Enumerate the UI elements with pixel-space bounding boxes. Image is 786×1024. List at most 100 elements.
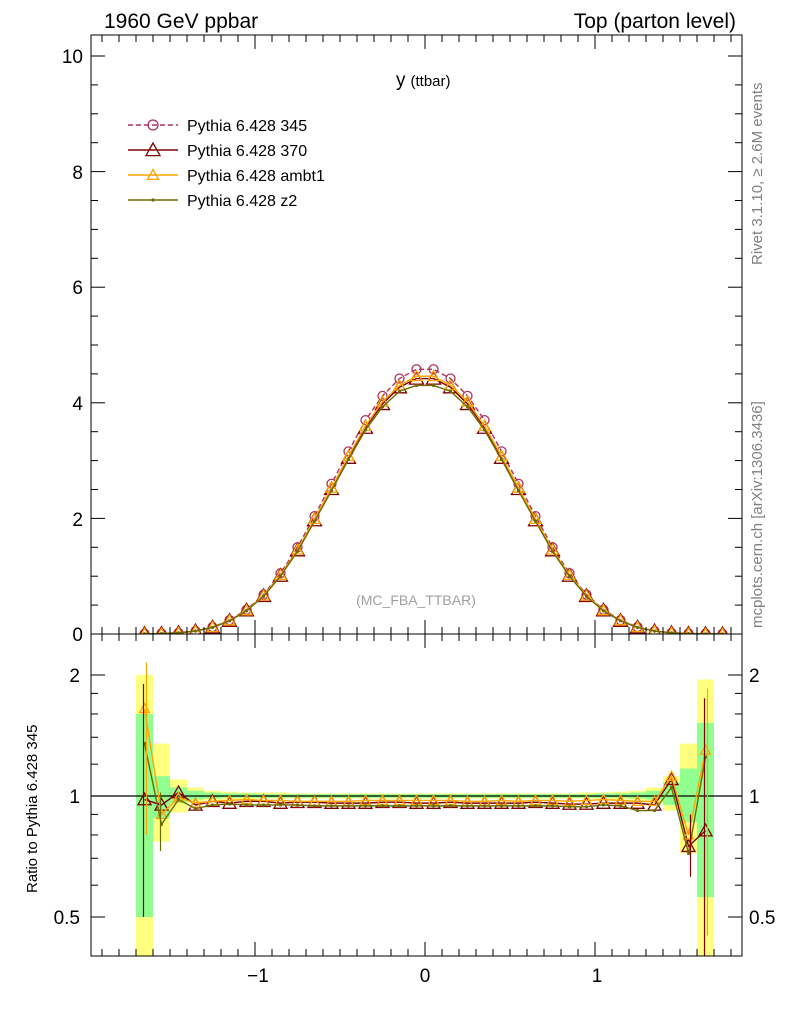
marker-s3-23 — [533, 519, 538, 523]
marker-s3-8 — [278, 574, 283, 578]
ratio-marker-s0-26 — [578, 796, 595, 810]
marker-s3-31 — [669, 631, 674, 634]
legend-marker-2 — [146, 168, 160, 181]
ratio-marker-s2-21 — [499, 804, 504, 808]
ratio-marker-s2-2 — [176, 797, 181, 802]
marker-s3-27 — [601, 609, 606, 613]
marker-s3-17 — [431, 383, 436, 388]
ratio-y-tick-0-5-left: 0.5 — [54, 908, 80, 929]
marker-s3-13 — [363, 428, 368, 432]
marker-s2-17 — [426, 369, 441, 382]
marker-s3-25 — [567, 574, 572, 578]
ratio-marker-s2-30 — [652, 808, 657, 813]
main-y-tick-2: 2 — [72, 510, 83, 531]
ratio-marker-s2-24 — [550, 804, 555, 808]
ratio-line-1 — [143, 708, 707, 836]
marker-s2-24 — [545, 542, 560, 555]
main-y-tick-labels: 0 2 4 6 8 10 — [62, 47, 84, 646]
marker-s3-2 — [176, 631, 181, 634]
ratio-marker-s2-4 — [210, 803, 215, 807]
marker-s0-18 — [445, 373, 456, 384]
ratio-y-tick-0-5-right: 0.5 — [749, 908, 775, 929]
main-y-tick-8: 8 — [72, 163, 83, 184]
ratio-marker-s2-11 — [329, 804, 334, 808]
ratio-marker-s2-23 — [533, 804, 538, 808]
legend-label-2: Pythia 6.428 ambt1 — [187, 168, 325, 185]
marker-s3-29 — [635, 625, 640, 630]
header-left-label: 1960 GeV ppbar — [104, 10, 258, 33]
ratio-marker-s0-33 — [697, 822, 714, 837]
marker-s2-26 — [579, 588, 594, 601]
ratio-y-tick-1-left: 1 — [69, 787, 80, 808]
marker-s0-19 — [462, 390, 473, 402]
marker-s0-17 — [428, 364, 439, 375]
marker-s3-4 — [210, 625, 215, 630]
x-tick-labels: −1 0 1 — [247, 966, 602, 987]
marker-s3-32 — [686, 631, 691, 634]
marker-s3-20 — [482, 428, 487, 432]
marker-s2-16 — [409, 369, 424, 382]
legend-label-3: Pythia 6.428 z2 — [187, 193, 297, 210]
ratio-marker-s2-32 — [686, 851, 691, 855]
marker-s3-6 — [244, 609, 249, 613]
marker-s3-28 — [618, 619, 623, 623]
marker-s2-6 — [239, 603, 254, 616]
legend-marker-0 — [147, 119, 159, 131]
ratio-marker-s1-2 — [172, 791, 185, 803]
marker-s3-24 — [550, 549, 555, 553]
ratio-marker-s2-28 — [618, 804, 623, 808]
ratio-marker-s2-27 — [601, 803, 606, 807]
ratio-marker-s0-31 — [663, 771, 680, 786]
ratio-y-axis-label: Ratio to Pythia 6.428 345 — [24, 725, 41, 893]
ratio-marker-s2-15 — [397, 804, 402, 808]
ratio-y-tick-2-left: 2 — [69, 666, 80, 687]
marker-s2-23 — [528, 512, 543, 525]
marker-s2-8 — [273, 568, 288, 581]
ratio-marker-s2-13 — [363, 804, 368, 808]
marker-s2-10 — [307, 512, 322, 525]
ratio-plot-curves — [136, 662, 714, 956]
legend-marker-3 — [151, 198, 155, 202]
band-inner-31 — [663, 782, 680, 805]
ratio-marker-s2-8 — [278, 803, 283, 807]
ratio-marker-s2-10 — [312, 804, 317, 808]
ratio-line-0 — [144, 777, 706, 848]
ratio-marker-s2-31 — [669, 785, 674, 790]
mcplots-side-label: mcplots.cern.ch [arXiv:1306.3436] — [749, 401, 766, 628]
marker-s3-7 — [261, 594, 266, 599]
marker-s3-21 — [499, 457, 504, 462]
main-y-tick-4: 4 — [72, 394, 83, 415]
ratio-marker-s2-26 — [584, 805, 589, 809]
ratio-marker-s2-3 — [193, 807, 198, 811]
x-tick-minus-1: −1 — [247, 966, 269, 987]
legend-label-0: Pythia 6.428 345 — [187, 118, 307, 135]
marker-s3-15 — [397, 389, 402, 393]
ratio-marker-s2-22 — [516, 804, 521, 808]
ratio-marker-s2-25 — [567, 805, 572, 809]
ratio-marker-s1-31 — [665, 769, 678, 781]
watermark-label: (MC_FBA_TTBAR) — [356, 592, 476, 608]
legend: Pythia 6.428 345 Pythia 6.428 370 Pythia 6… — [128, 118, 325, 210]
ratio-marker-s1-26 — [580, 794, 593, 806]
x-tick-1: 1 — [592, 966, 603, 987]
ratio-marker-s2-17 — [431, 804, 436, 808]
ratio-y-tick-1-right: 1 — [749, 787, 760, 808]
marker-s0-15 — [394, 373, 405, 384]
ratio-marker-s2-20 — [482, 804, 487, 808]
x-tick-0: 0 — [420, 966, 431, 987]
header-right-label: Top (parton level) — [574, 10, 736, 33]
marker-s3-1 — [159, 631, 164, 634]
main-y-tick-0: 0 — [72, 625, 83, 646]
ratio-line-2 — [143, 743, 707, 854]
ratio-marker-s0-27 — [595, 795, 612, 809]
marker-s1-27 — [595, 601, 612, 617]
ratio-y-tick-2-right: 2 — [749, 666, 760, 687]
main-title: y (ttbar) — [396, 70, 451, 91]
marker-s3-10 — [312, 519, 317, 523]
marker-s3-5 — [227, 619, 232, 623]
marker-s2-9 — [290, 542, 305, 555]
marker-s0-14 — [377, 390, 388, 402]
legend-label-1: Pythia 6.428 370 — [187, 143, 307, 160]
marker-s3-16 — [414, 383, 419, 388]
